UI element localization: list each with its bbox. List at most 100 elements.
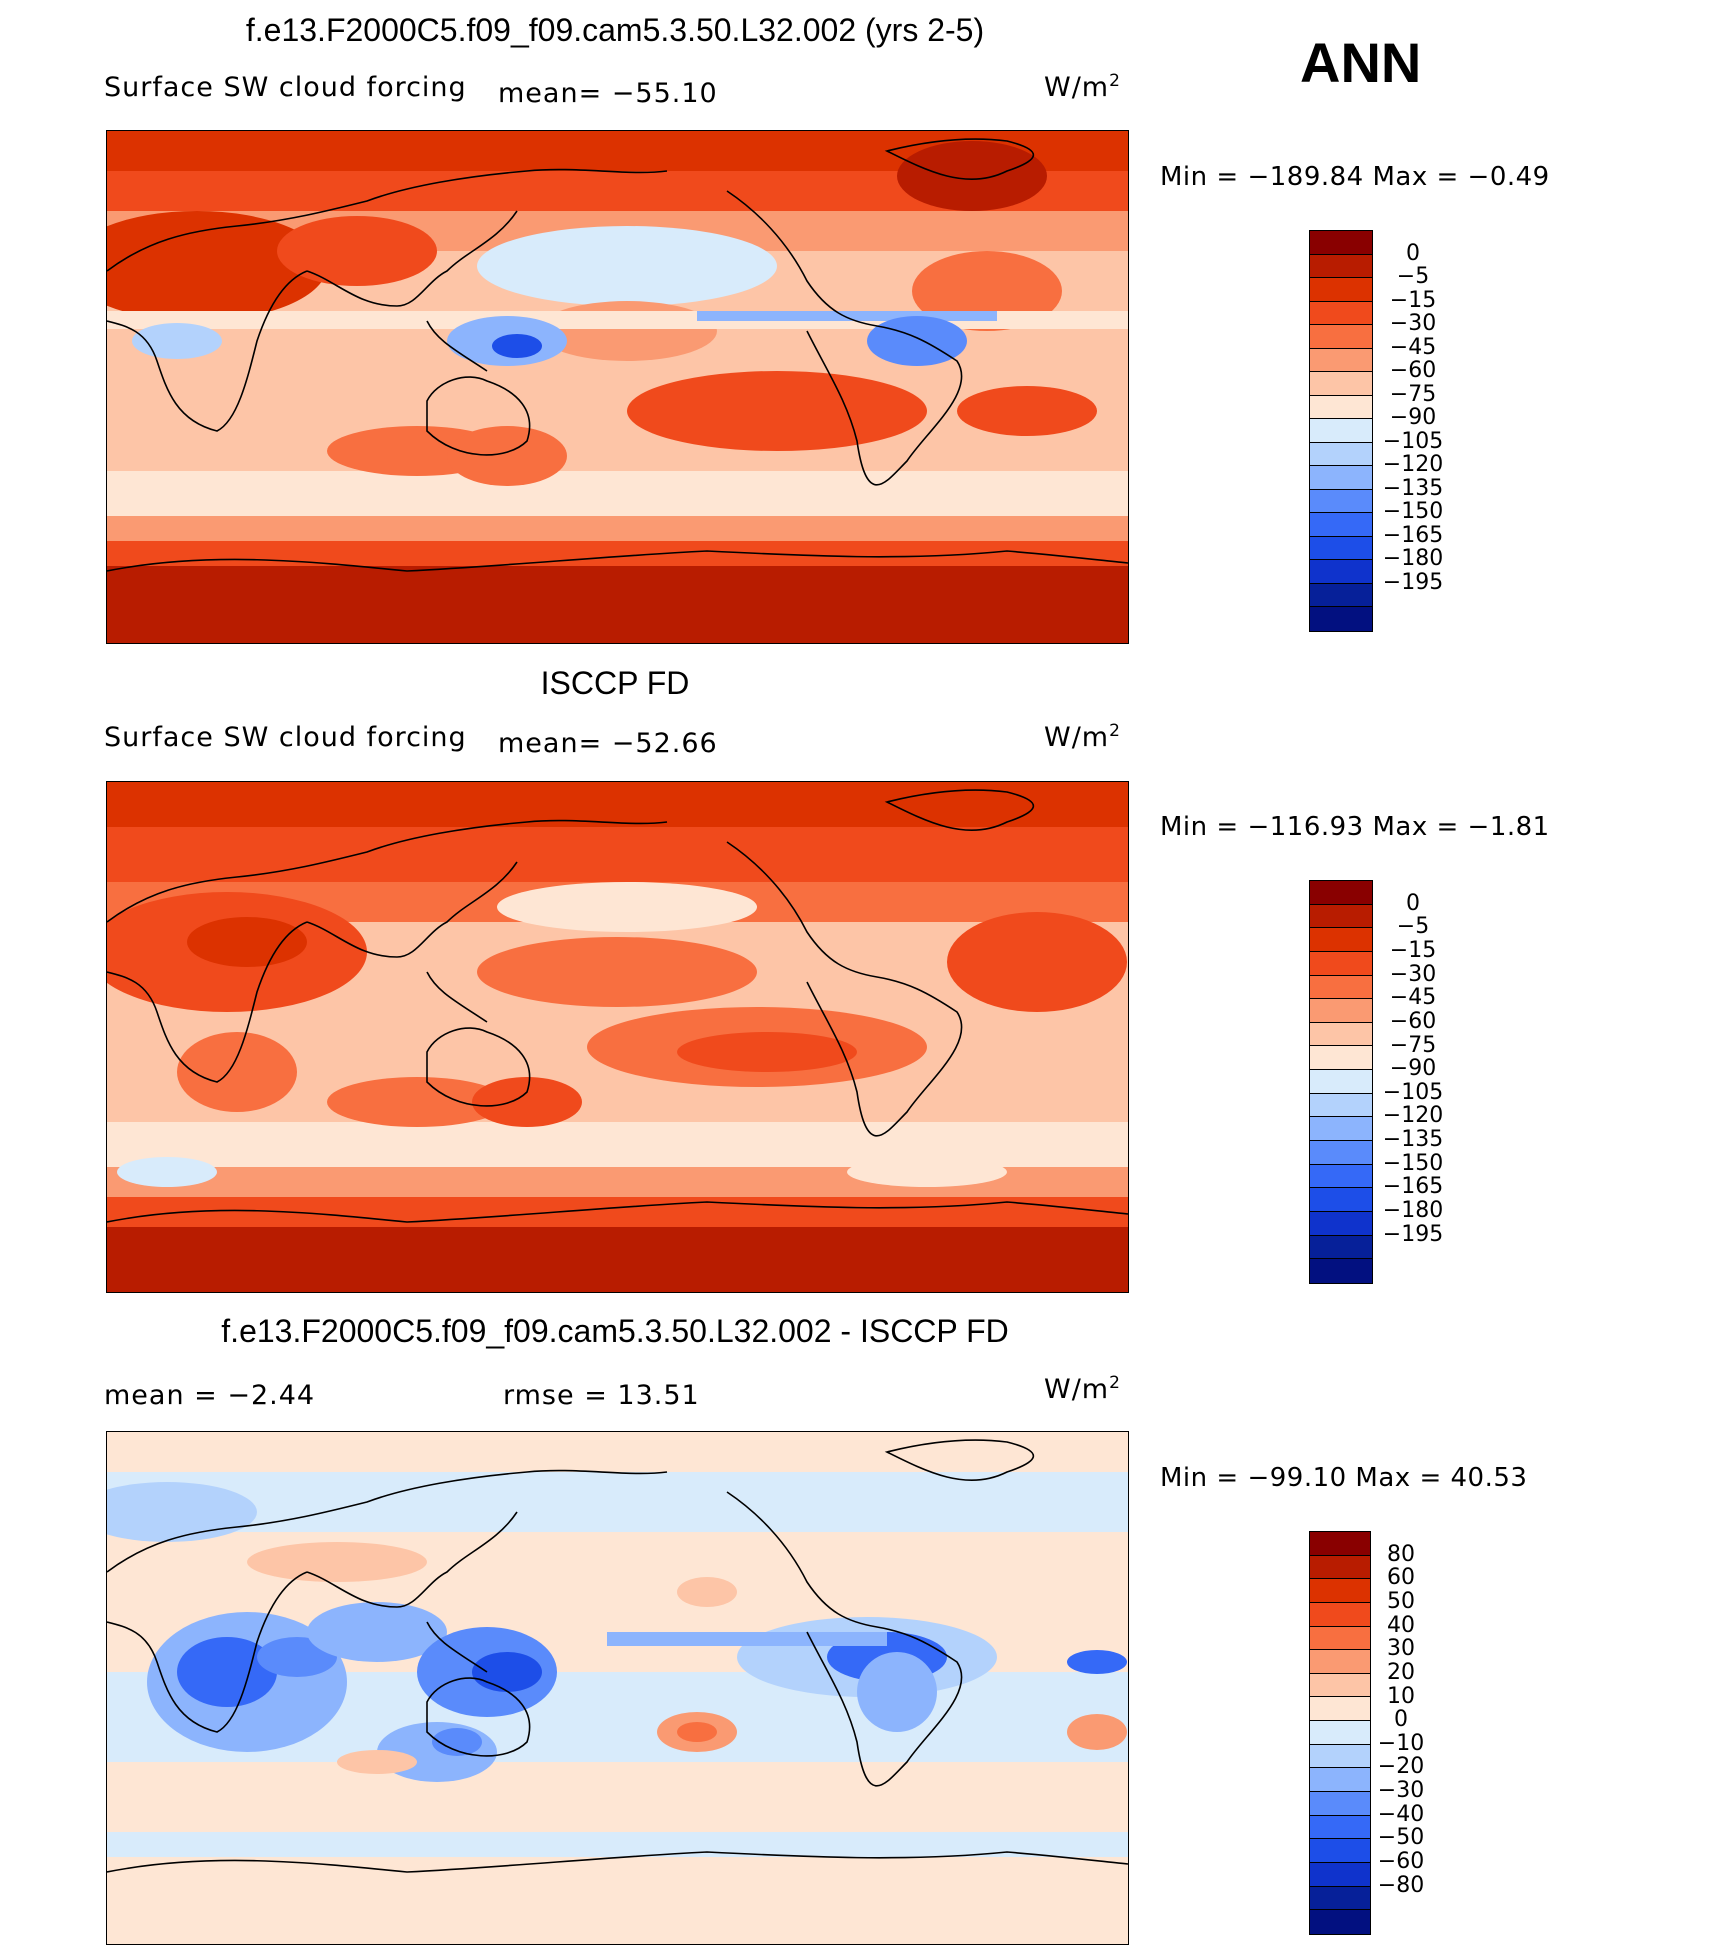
panel3-unit: W/m2 [1044, 1373, 1121, 1405]
colorbar-segment [1310, 1862, 1370, 1887]
colorbar-segment [1310, 999, 1372, 1023]
colorbar-tick-label: −45 [1389, 985, 1437, 1011]
colorbar-segment [1310, 951, 1372, 976]
colorbar-tick-label: 0 [1406, 890, 1420, 916]
colorbar-tick-label: 20 [1387, 1659, 1415, 1685]
panel3-minmax: Min = −99.10 Max = 40.53 [1160, 1463, 1528, 1493]
colorbar-tick-label: −50 [1377, 1825, 1425, 1851]
colorbar-segment [1310, 536, 1372, 561]
colorbar-tick-label: 0 [1394, 1707, 1408, 1733]
panel3-map [106, 1431, 1129, 1945]
colorbar-segment [1310, 583, 1372, 608]
colorbar-tick-label: −5 [1396, 914, 1430, 940]
colorbar-segment [1310, 1673, 1370, 1698]
panel1-colorbar [1309, 230, 1373, 632]
panel3-mean: mean = −2.44 [104, 1380, 316, 1411]
colorbar-segment [1310, 1188, 1372, 1212]
panel3-title: f.e13.F2000C5.f09_f09.cam5.3.50.L32.002 … [221, 1313, 1009, 1349]
colorbar-segment [1310, 1697, 1370, 1722]
colorbar-tick-label: −165 [1382, 522, 1444, 548]
colorbar-segment [1310, 513, 1372, 537]
panel3-colorbar [1309, 1531, 1371, 1935]
colorbar-segment [1310, 1235, 1372, 1260]
colorbar-segment [1310, 1022, 1372, 1047]
colorbar-tick-label: −195 [1382, 1221, 1444, 1247]
colorbar-segment [1310, 1839, 1370, 1863]
colorbar-tick-label: 80 [1387, 1541, 1415, 1567]
colorbar-segment [1310, 1815, 1370, 1840]
colorbar-tick-label: −135 [1382, 1127, 1444, 1153]
colorbar-segment [1310, 395, 1372, 420]
colorbar-segment [1310, 1532, 1370, 1556]
colorbar-tick-label: −30 [1377, 1778, 1425, 1804]
colorbar-segment [1310, 278, 1372, 302]
colorbar-segment [1310, 489, 1372, 514]
colorbar-tick-label: −30 [1389, 311, 1437, 337]
colorbar-segment [1310, 1555, 1370, 1580]
colorbar-segment [1310, 1721, 1370, 1745]
colorbar-segment [1310, 1768, 1370, 1793]
colorbar-tick-label: −30 [1389, 961, 1437, 987]
panel1-minmax: Min = −189.84 Max = −0.49 [1160, 162, 1550, 192]
colorbar-segment [1310, 372, 1372, 396]
colorbar-segment [1310, 1164, 1372, 1189]
colorbar-tick-label: 50 [1387, 1588, 1415, 1614]
colorbar-segment [1310, 442, 1372, 467]
colorbar-segment [1310, 1070, 1372, 1094]
colorbar-tick-label: −135 [1382, 475, 1444, 501]
colorbar-tick-label: −15 [1389, 287, 1437, 313]
colorbar-segment [1310, 1626, 1370, 1651]
colorbar-tick-label: −75 [1389, 381, 1437, 407]
panel2-colorbar [1309, 880, 1373, 1284]
colorbar-segment [1310, 881, 1372, 905]
colorbar-tick-label: −10 [1377, 1730, 1425, 1756]
colorbar-segment [1310, 1259, 1372, 1283]
colorbar-segment [1310, 325, 1372, 349]
colorbar-segment [1310, 348, 1372, 373]
colorbar-tick-label: −90 [1389, 405, 1437, 431]
colorbar-tick-label: 0 [1406, 240, 1420, 266]
colorbar-tick-label: −20 [1377, 1754, 1425, 1780]
colorbar-segment [1310, 1579, 1370, 1603]
colorbar-tick-label: −5 [1396, 264, 1430, 290]
panel2-unit: W/m2 [1044, 721, 1121, 753]
colorbar-tick-label: −90 [1389, 1056, 1437, 1082]
colorbar-tick-label: −40 [1377, 1801, 1425, 1827]
colorbar-tick-label: 10 [1387, 1683, 1415, 1709]
colorbar-segment [1310, 975, 1372, 1000]
panel1-mean: mean= −55.10 [498, 78, 718, 109]
colorbar-tick-label: −120 [1382, 1103, 1444, 1129]
panel3-rmse: rmse = 13.51 [503, 1380, 700, 1411]
colorbar-segment [1310, 254, 1372, 279]
panel3-map-field [107, 1432, 1128, 1944]
colorbar-tick-label: −105 [1382, 1079, 1444, 1105]
colorbar-segment [1310, 301, 1372, 326]
colorbar-tick-label: −60 [1389, 358, 1437, 384]
colorbar-segment [1310, 1602, 1370, 1627]
panel1-map [106, 130, 1129, 644]
colorbar-tick-label: 40 [1387, 1612, 1415, 1638]
colorbar-tick-label: −15 [1389, 937, 1437, 963]
colorbar-tick-label: −80 [1377, 1872, 1425, 1898]
colorbar-segment [1310, 466, 1372, 490]
colorbar-segment [1310, 1093, 1372, 1118]
colorbar-segment [1310, 1046, 1372, 1071]
colorbar-tick-label: −195 [1382, 569, 1444, 595]
colorbar-segment [1310, 1650, 1370, 1674]
panel1-map-field [107, 131, 1128, 643]
colorbar-segment [1310, 1886, 1370, 1911]
colorbar-segment [1310, 1744, 1370, 1769]
panel1-variable: Surface SW cloud forcing [104, 72, 467, 103]
colorbar-segment [1310, 1792, 1370, 1816]
colorbar-segment [1310, 419, 1372, 443]
panel2-map-field [107, 782, 1128, 1292]
colorbar-segment [1310, 1910, 1370, 1934]
season-label: ANN [1300, 31, 1422, 94]
colorbar-segment [1310, 607, 1372, 631]
colorbar-tick-label: −75 [1389, 1032, 1437, 1058]
panel2-minmax: Min = −116.93 Max = −1.81 [1160, 812, 1550, 842]
colorbar-tick-label: 30 [1387, 1636, 1415, 1662]
colorbar-tick-label: −60 [1377, 1849, 1425, 1875]
panel2-map [106, 781, 1129, 1293]
colorbar-tick-label: −105 [1382, 428, 1444, 454]
